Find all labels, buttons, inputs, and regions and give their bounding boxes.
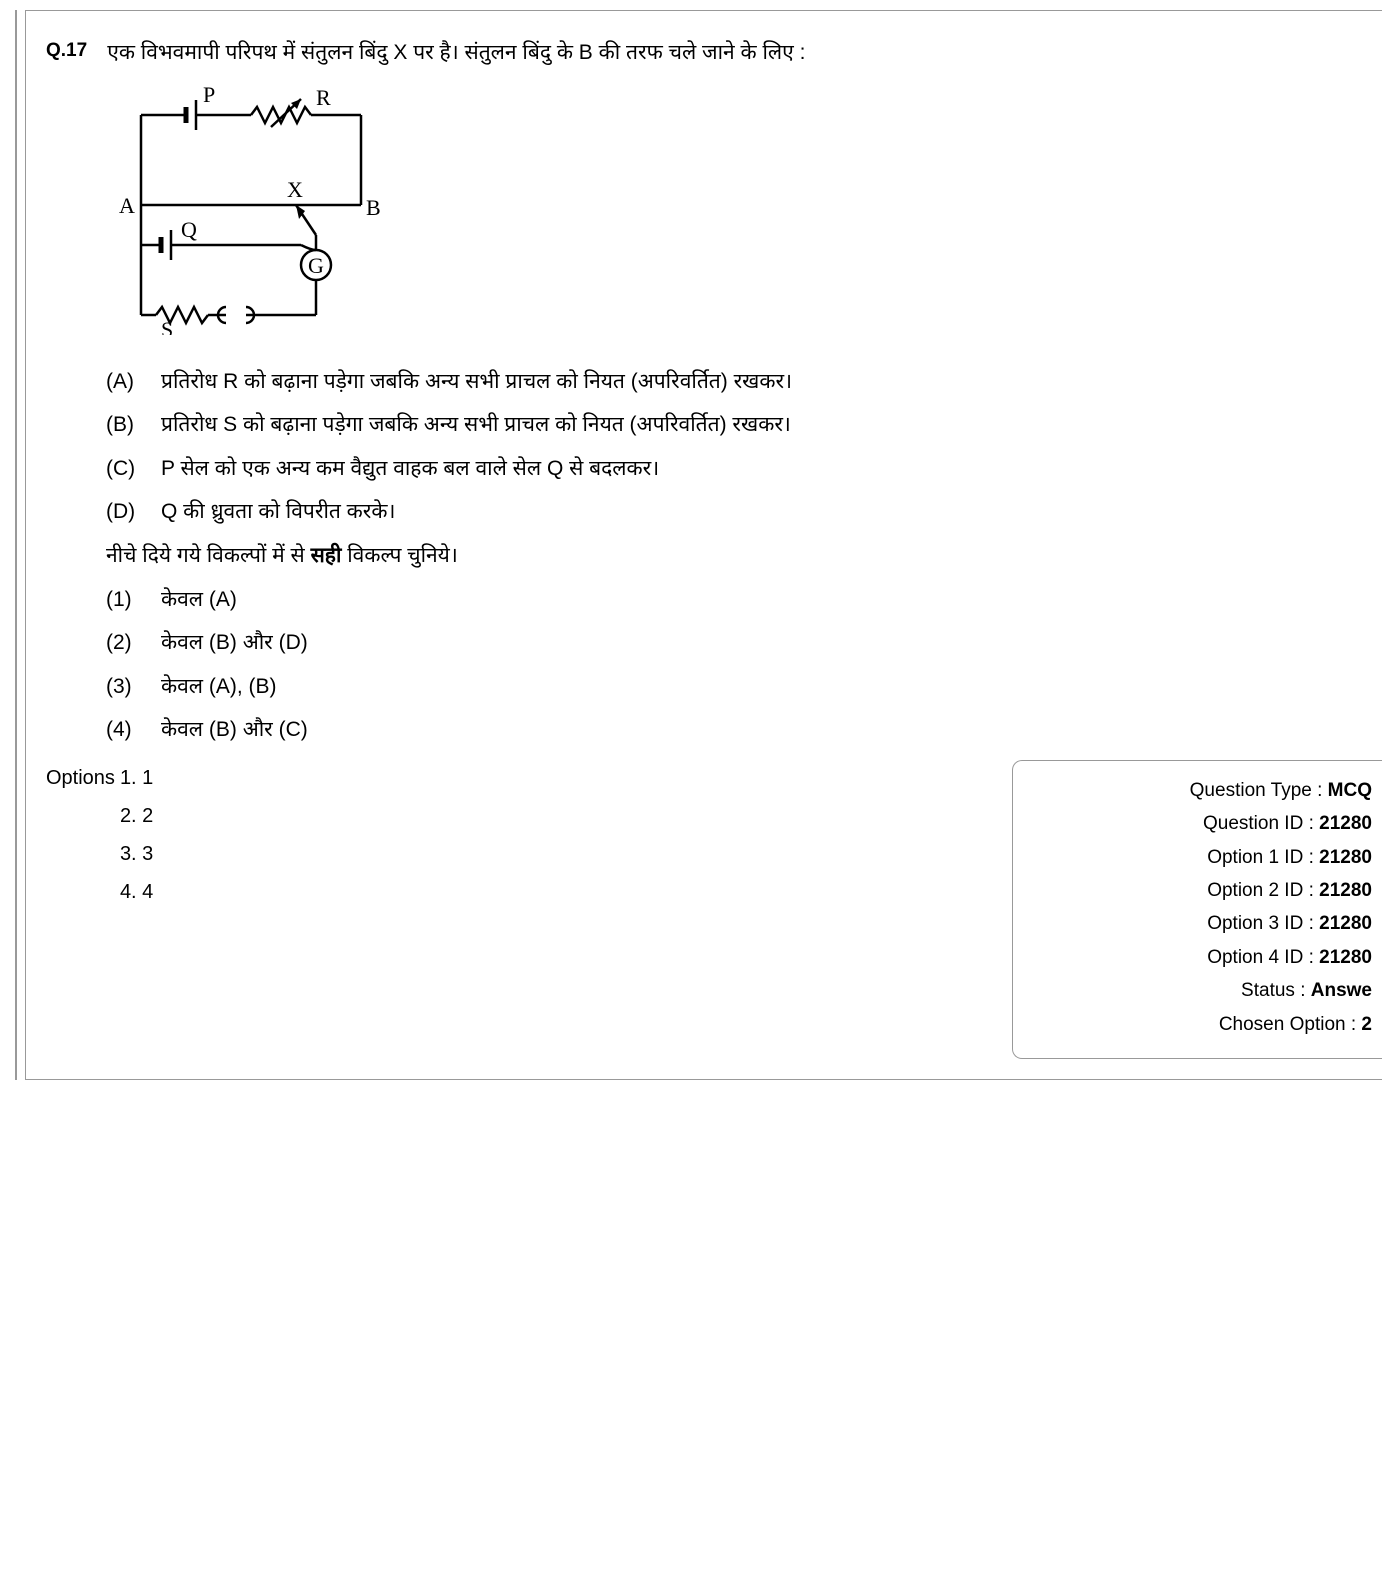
metadata-label: Option 2 ID : [1207, 880, 1319, 901]
statement-label: (B) [106, 408, 156, 442]
statement-label: (A) [106, 365, 156, 399]
choice-label: (2) [106, 626, 156, 660]
choices-list: (1) केवल (A) (2) केवल (B) और (D) (3) केव… [106, 583, 1382, 747]
metadata-value: Answe [1311, 980, 1372, 1001]
question-header: Q.17 एक विभवमापी परिपथ में संतुलन बिंदु … [46, 36, 1382, 70]
statement-b: (B) प्रतिरोध S को बढ़ाना पड़ेगा जबकि अन्… [106, 408, 1382, 442]
choice-1: (1) केवल (A) [106, 583, 1382, 617]
metadata-status: Status : Answe [1043, 976, 1372, 1006]
metadata-label: Chosen Option : [1219, 1014, 1362, 1035]
choice-label: (4) [106, 713, 156, 747]
circuit-svg: P R A X B Q G S [101, 85, 421, 335]
metadata-value: 21280 [1319, 913, 1372, 934]
metadata-value: 2 [1361, 1014, 1372, 1035]
options-label: Options [46, 762, 115, 794]
statement-c: (C) P सेल को एक अन्य कम वैद्युत वाहक बल … [106, 452, 1382, 486]
choice-text: केवल (B) और (C) [161, 713, 308, 747]
question-container: Q.17 एक विभवमापी परिपथ में संतुलन बिंदु … [25, 10, 1382, 1080]
metadata-question-id: Question ID : 21280 [1043, 809, 1372, 839]
statement-label: (C) [106, 452, 156, 486]
outer-container: Q.17 एक विभवमापी परिपथ में संतुलन बिंदु … [15, 10, 1382, 1080]
metadata-value: 21280 [1319, 947, 1372, 968]
metadata-question-type: Question Type : MCQ [1043, 776, 1372, 806]
svg-text:P: P [203, 85, 215, 107]
choice-text: केवल (A) [161, 583, 237, 617]
metadata-label: Question ID : [1203, 813, 1319, 834]
options-list: 1. 1 2. 2 3. 3 4. 4 [120, 762, 153, 914]
circuit-diagram: P R A X B Q G S [101, 85, 1382, 345]
metadata-label: Question Type : [1190, 780, 1328, 801]
choice-2: (2) केवल (B) और (D) [106, 626, 1382, 660]
metadata-value: 21280 [1319, 847, 1372, 868]
choice-text: केवल (A), (B) [161, 670, 277, 704]
choice-label: (1) [106, 583, 156, 617]
metadata-label: Status : [1241, 980, 1311, 1001]
metadata-label: Option 1 ID : [1207, 847, 1319, 868]
instruction-before: नीचे दिये गये विकल्पों में से [106, 544, 311, 567]
option-1: 1. 1 [120, 762, 153, 794]
svg-text:R: R [316, 85, 331, 110]
question-number: Q.17 [46, 36, 87, 66]
metadata-value: 21280 [1319, 880, 1372, 901]
option-2: 2. 2 [120, 800, 153, 832]
metadata-option4-id: Option 4 ID : 21280 [1043, 943, 1372, 973]
choice-4: (4) केवल (B) और (C) [106, 713, 1382, 747]
svg-text:S: S [161, 317, 173, 335]
option-3: 3. 3 [120, 838, 153, 870]
option-4: 4. 4 [120, 876, 153, 908]
svg-text:Q: Q [181, 217, 197, 242]
instruction-after: विकल्प चुनिये। [341, 544, 457, 567]
statement-text: प्रतिरोध S को बढ़ाना पड़ेगा जबकि अन्य सभ… [161, 408, 791, 442]
instruction-text: नीचे दिये गये विकल्पों में से सही विकल्प… [106, 539, 1382, 573]
svg-text:A: A [119, 193, 135, 218]
choice-3: (3) केवल (A), (B) [106, 670, 1382, 704]
metadata-value: MCQ [1328, 780, 1372, 801]
metadata-label: Option 4 ID : [1207, 947, 1319, 968]
statement-a: (A) प्रतिरोध R को बढ़ाना पड़ेगा जबकि अन्… [106, 365, 1382, 399]
statement-text: प्रतिरोध R को बढ़ाना पड़ेगा जबकि अन्य सभ… [161, 365, 792, 399]
metadata-box: Question Type : MCQ Question ID : 21280 … [1012, 760, 1382, 1059]
metadata-option1-id: Option 1 ID : 21280 [1043, 843, 1372, 873]
instruction-bold: सही [311, 544, 342, 567]
question-text: एक विभवमापी परिपथ में संतुलन बिंदु X पर … [107, 36, 1382, 70]
metadata-chosen-option: Chosen Option : 2 [1043, 1010, 1372, 1040]
svg-text:G: G [308, 253, 324, 278]
metadata-value: 21280 [1319, 813, 1372, 834]
choice-label: (3) [106, 670, 156, 704]
statements-list: (A) प्रतिरोध R को बढ़ाना पड़ेगा जबकि अन्… [106, 365, 1382, 529]
svg-text:X: X [287, 177, 303, 202]
statement-text: Q की ध्रुवता को विपरीत करके। [161, 495, 396, 529]
choice-text: केवल (B) और (D) [161, 626, 308, 660]
statement-text: P सेल को एक अन्य कम वैद्युत वाहक बल वाले… [161, 452, 659, 486]
svg-text:B: B [366, 195, 381, 220]
statement-label: (D) [106, 495, 156, 529]
metadata-label: Option 3 ID : [1207, 913, 1319, 934]
metadata-option3-id: Option 3 ID : 21280 [1043, 909, 1372, 939]
metadata-option2-id: Option 2 ID : 21280 [1043, 876, 1372, 906]
statement-d: (D) Q की ध्रुवता को विपरीत करके। [106, 495, 1382, 529]
